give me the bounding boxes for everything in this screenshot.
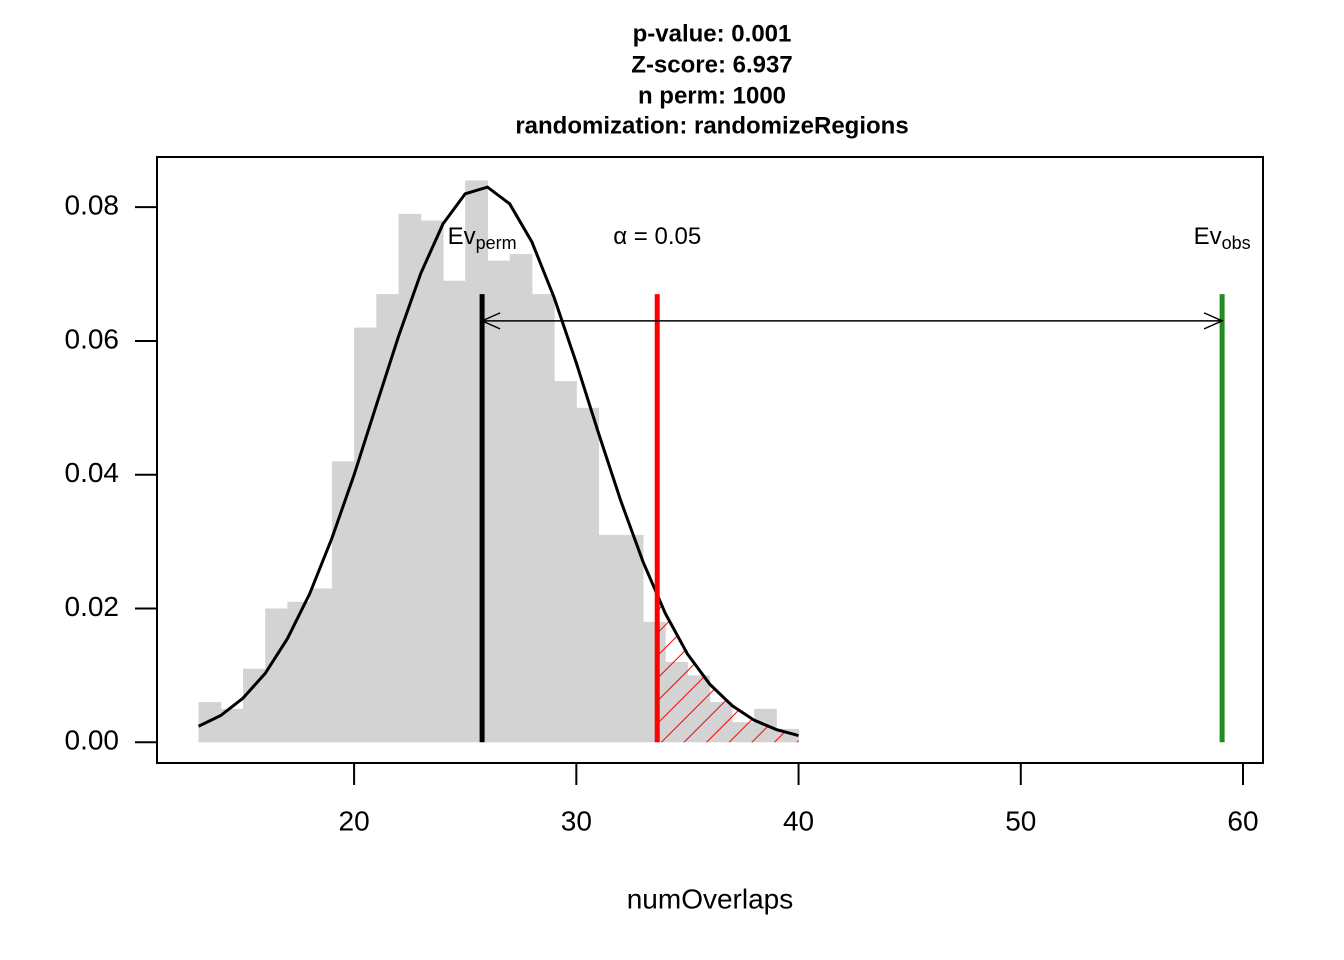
label-text: Ev: [448, 223, 476, 250]
histogram-bar: [331, 461, 355, 743]
reference-label: Evperm: [448, 223, 517, 252]
y-tick-label: 0.06: [65, 323, 120, 354]
title-line: n perm: 1000: [638, 82, 786, 109]
title-line: Z-score: 6.937: [631, 51, 792, 78]
x-tick-label: 40: [783, 805, 814, 836]
arrow-head: [480, 312, 501, 330]
x-axis-label: numOverlaps: [627, 883, 794, 914]
histogram-bar: [620, 534, 644, 743]
histogram-bar: [220, 708, 244, 743]
histogram-bar: [287, 601, 311, 743]
y-tick-label: 0.02: [65, 591, 120, 622]
reference-label: Evobs: [1194, 223, 1251, 252]
histogram-bar: [576, 407, 600, 743]
y-tick-label: 0.04: [65, 457, 120, 488]
label-text: Ev: [1194, 223, 1222, 250]
histogram-bar: [243, 668, 266, 743]
histogram-bar: [398, 213, 422, 743]
histogram-bar: [354, 327, 377, 743]
reference-label: α = 0.05: [613, 223, 701, 250]
histogram-bar: [509, 253, 533, 743]
x-tick-label: 50: [1005, 805, 1036, 836]
histogram-bar: [598, 534, 622, 743]
density-curve: [197, 185, 799, 738]
histogram-bar: [309, 588, 333, 743]
arrow-head: [1203, 312, 1224, 330]
title-line: p-value: 0.001: [633, 20, 792, 47]
label-subscript: obs: [1222, 233, 1251, 253]
tail-area: [657, 594, 799, 743]
histogram-bar: [265, 608, 288, 743]
histogram-bar: [531, 294, 555, 743]
label-text: α = 0.05: [613, 223, 701, 250]
histogram-bar: [443, 280, 466, 743]
histogram-bar: [420, 220, 444, 743]
label-subscript: perm: [476, 233, 517, 253]
histogram-bar: [376, 294, 400, 743]
y-tick-label: 0.00: [65, 725, 120, 756]
histogram-bar: [554, 381, 577, 743]
histogram-bar: [487, 260, 511, 743]
title-line: randomization: randomizeRegions: [515, 112, 908, 139]
x-tick-label: 60: [1227, 805, 1258, 836]
x-tick-label: 30: [561, 805, 592, 836]
y-tick-label: 0.08: [65, 190, 120, 221]
x-tick-label: 20: [339, 805, 370, 836]
